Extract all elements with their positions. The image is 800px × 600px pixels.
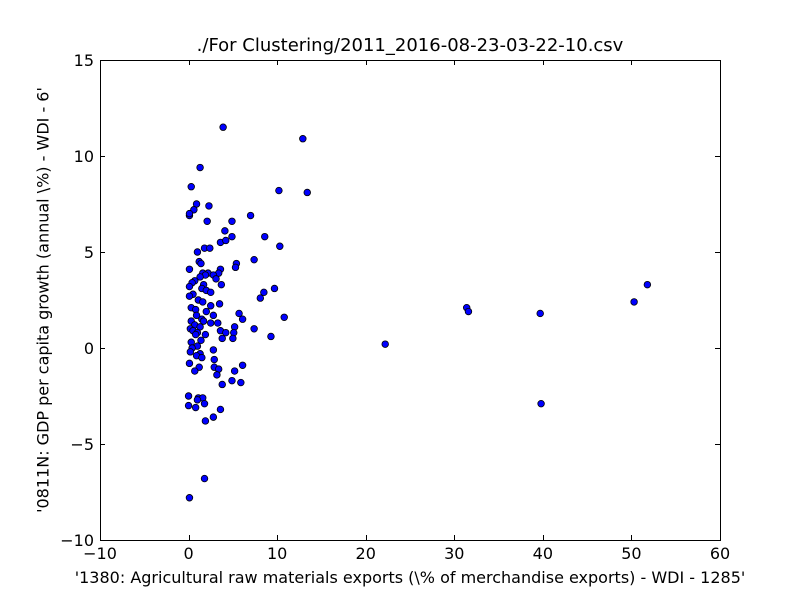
data-point (250, 325, 258, 333)
data-point (275, 186, 283, 195)
data-point (222, 236, 230, 245)
data-point (185, 282, 194, 291)
data-point (199, 317, 208, 325)
data-point (185, 292, 194, 300)
data-point (209, 346, 218, 354)
data-point (303, 188, 311, 197)
data-point (207, 319, 215, 327)
data-point (246, 211, 255, 220)
data-point (197, 259, 205, 268)
data-point (250, 255, 258, 264)
data-point (212, 275, 220, 283)
data-point (197, 336, 205, 345)
data-point (219, 123, 227, 131)
data-point (186, 348, 195, 356)
data-point (276, 242, 284, 250)
data-point (210, 355, 218, 364)
data-point (221, 227, 229, 235)
y-tick-label: 0 (84, 339, 94, 358)
data-point (218, 380, 226, 389)
x-tick-label: −10 (83, 544, 117, 563)
y-tick-label: −5 (70, 435, 94, 454)
data-point (218, 334, 226, 343)
axis-ticks: −10 0 10 20 30 40 50 60 −10 −5 0 5 10 15 (60, 51, 730, 563)
data-point (235, 309, 243, 318)
x-tick-label: 60 (710, 544, 730, 563)
data-point (215, 300, 224, 308)
data-point (643, 280, 652, 289)
data-point (381, 340, 389, 348)
data-point (206, 244, 214, 252)
data-point (256, 294, 265, 302)
data-point (200, 474, 209, 483)
data-point (231, 263, 240, 272)
data-point (196, 273, 204, 281)
data-point (209, 413, 218, 421)
x-tick-label: 0 (183, 544, 193, 563)
x-axis-label: '1380: Agricultural raw materials export… (74, 568, 746, 587)
data-point (228, 376, 236, 385)
data-point (299, 135, 307, 143)
y-tick-label: 5 (84, 243, 94, 262)
data-point (214, 319, 222, 327)
data-point (184, 401, 193, 410)
data-point (237, 378, 245, 387)
data-point (198, 353, 206, 362)
y-tick-label: 15 (74, 51, 94, 70)
plot-frame (100, 60, 721, 541)
data-point (228, 232, 236, 241)
data-point (260, 288, 268, 297)
data-points (184, 123, 652, 502)
data-point (185, 359, 194, 368)
x-tick-label: 40 (533, 544, 553, 563)
data-point (270, 284, 279, 293)
data-point (191, 330, 200, 339)
x-tick-label: 20 (356, 544, 376, 563)
data-point (280, 313, 288, 321)
data-point (238, 361, 247, 369)
data-point (228, 217, 236, 225)
data-point (267, 332, 275, 341)
data-point (193, 248, 202, 256)
data-point (207, 302, 215, 310)
data-point (217, 280, 226, 289)
data-point (202, 307, 210, 316)
data-point (185, 265, 194, 273)
data-point (464, 307, 473, 316)
data-point (222, 328, 230, 337)
data-point (193, 396, 202, 404)
x-tick-label: 30 (444, 544, 464, 563)
x-tick-label: 50 (621, 544, 641, 563)
data-point (201, 417, 210, 425)
data-point (205, 202, 213, 210)
data-point (230, 367, 239, 375)
data-point (209, 311, 218, 320)
data-point (191, 403, 200, 412)
data-point (261, 232, 269, 241)
y-tick-label: 10 (74, 147, 94, 166)
data-point (185, 209, 194, 218)
data-point (200, 399, 209, 408)
data-point (537, 399, 545, 408)
data-point (216, 405, 225, 414)
data-point (203, 217, 211, 225)
data-point (207, 288, 215, 297)
data-point (191, 367, 199, 375)
data-point (192, 311, 201, 320)
data-point (536, 309, 544, 318)
y-tick-label: −10 (60, 531, 94, 550)
data-point (213, 371, 221, 379)
chart-title: ./For Clustering/2011_2016-08-23-03-22-1… (196, 35, 624, 56)
data-point (229, 334, 237, 343)
data-point (238, 315, 247, 323)
data-point (199, 298, 207, 306)
data-point (185, 494, 194, 502)
data-point (630, 298, 638, 306)
data-point (184, 392, 193, 400)
x-tick-label: 10 (267, 544, 287, 563)
data-point (196, 163, 204, 172)
data-point (201, 330, 210, 339)
data-point (187, 183, 195, 191)
